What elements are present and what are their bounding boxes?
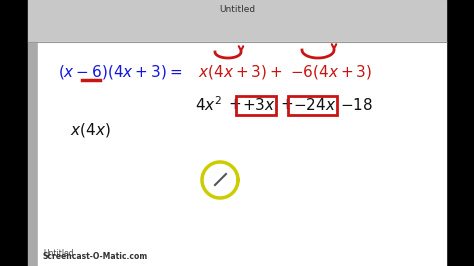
Text: $x(4x)$: $x(4x)$ <box>70 121 110 139</box>
Text: $+$: $+$ <box>280 98 293 112</box>
Text: $x(4x+3)+$: $x(4x+3)+$ <box>198 63 283 81</box>
Text: Screencast-O-Matic.com: Screencast-O-Matic.com <box>43 252 148 261</box>
Text: $+$: $+$ <box>228 98 241 112</box>
Text: $(x-6)(4x+3)=$: $(x-6)(4x+3)=$ <box>58 63 182 81</box>
Text: Untitled: Untitled <box>43 249 73 258</box>
Text: Untitled: Untitled <box>219 5 255 14</box>
Text: $4x^2$: $4x^2$ <box>195 96 222 114</box>
Text: $-24x$: $-24x$ <box>293 97 337 113</box>
Text: $-18$: $-18$ <box>340 97 373 113</box>
Text: $+3x$: $+3x$ <box>242 97 276 113</box>
Text: $-6(4x+3)$: $-6(4x+3)$ <box>290 63 372 81</box>
